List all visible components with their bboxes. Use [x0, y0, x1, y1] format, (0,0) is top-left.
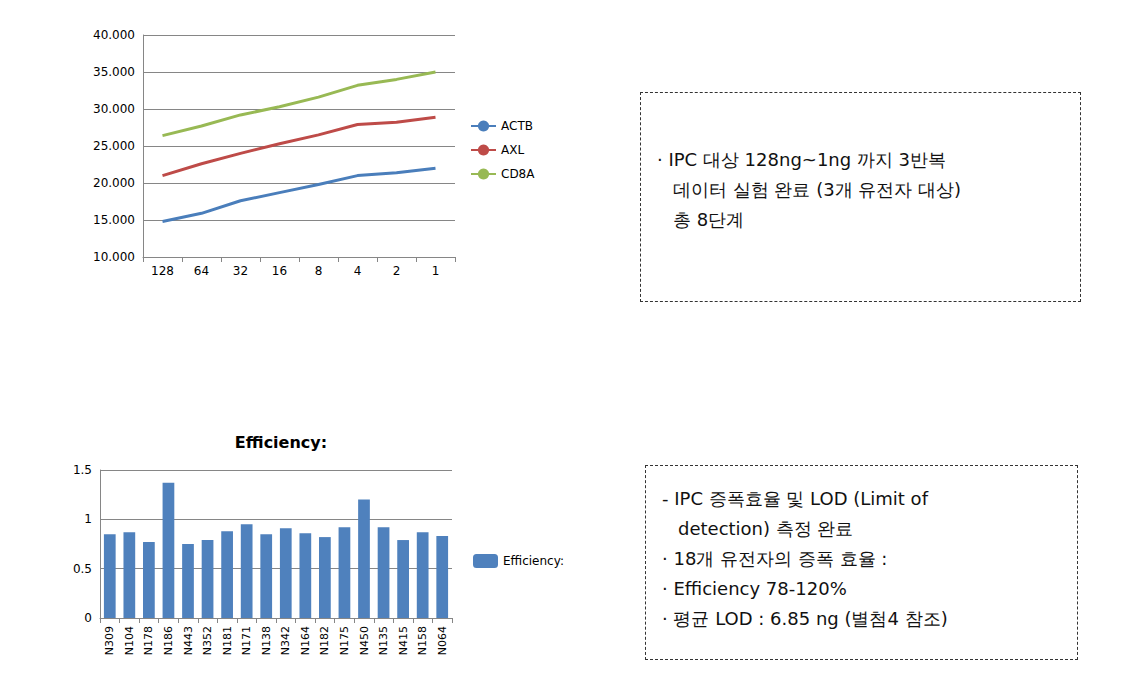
html-text:- IPC 증폭효율 및 LOD (Limit of: - IPC 증폭효율 및 LOD (Limit of: [662, 488, 928, 509]
svg-text:ACTB: ACTB: [501, 119, 533, 133]
html-text:· 18개 유전자의 증폭 효율 :: · 18개 유전자의 증폭 효율 :: [662, 548, 888, 569]
svg-text:128: 128: [151, 264, 174, 278]
svg-text:30.000: 30.000: [93, 102, 135, 116]
svg-text:N138: N138: [260, 626, 273, 655]
svg-text:8: 8: [315, 264, 323, 278]
html-text:총 8단계: 총 8단계: [673, 209, 745, 230]
svg-text:10.000: 10.000: [93, 250, 135, 264]
html-text:· 평균 LOD : 6.85 ng (별첨4 참조): · 평균 LOD : 6.85 ng (별첨4 참조): [662, 608, 948, 629]
html-text:데이터 실험 완료 (3개 유전자 대상): 데이터 실험 완료 (3개 유전자 대상): [673, 179, 962, 200]
svg-text:CD8A: CD8A: [501, 167, 535, 181]
svg-text:N158: N158: [416, 626, 429, 655]
svg-text:64: 64: [194, 264, 209, 278]
svg-text:Efficiency:: Efficiency:: [503, 554, 564, 568]
svg-text:N450: N450: [358, 626, 371, 655]
svg-text:N175: N175: [338, 626, 351, 655]
svg-text:N309: N309: [103, 626, 116, 655]
svg-text:N186: N186: [162, 626, 175, 655]
svg-text:AXL: AXL: [501, 143, 524, 157]
svg-text:4: 4: [354, 264, 362, 278]
svg-text:N415: N415: [397, 626, 410, 655]
html-text:· IPC 대상 128ng~1ng 까지 3반복: · IPC 대상 128ng~1ng 까지 3반복: [657, 149, 947, 170]
svg-text:N443: N443: [182, 626, 195, 655]
svg-text:1: 1: [84, 512, 92, 526]
svg-text:N352: N352: [201, 626, 214, 655]
svg-text:15.000: 15.000: [93, 213, 135, 227]
svg-text:N135: N135: [377, 626, 390, 655]
svg-text:N181: N181: [221, 626, 234, 655]
svg-text:N178: N178: [142, 626, 155, 655]
svg-text:16: 16: [272, 264, 287, 278]
svg-text:0.5: 0.5: [73, 562, 92, 576]
svg-text:N182: N182: [318, 626, 331, 655]
svg-text:N342: N342: [279, 626, 292, 655]
svg-text:1: 1: [432, 264, 440, 278]
svg-text:N064: N064: [436, 626, 449, 655]
svg-text:35.000: 35.000: [93, 65, 135, 79]
svg-text:32: 32: [233, 264, 248, 278]
svg-text:25.000: 25.000: [93, 139, 135, 153]
svg-text:20.000: 20.000: [93, 176, 135, 190]
svg-text:Efficiency:: Efficiency:: [235, 433, 327, 452]
svg-text:0: 0: [84, 611, 92, 625]
svg-text:N171: N171: [240, 626, 253, 655]
svg-text:40.000: 40.000: [93, 28, 135, 42]
svg-text:2: 2: [393, 264, 401, 278]
svg-text:N164: N164: [299, 626, 312, 655]
svg-text:1.5: 1.5: [73, 463, 92, 477]
html-text:· Efficiency 78-120%: · Efficiency 78-120%: [662, 578, 847, 599]
html-text:detection) 측정 완료: detection) 측정 완료: [678, 518, 854, 539]
svg-text:N104: N104: [123, 626, 136, 655]
